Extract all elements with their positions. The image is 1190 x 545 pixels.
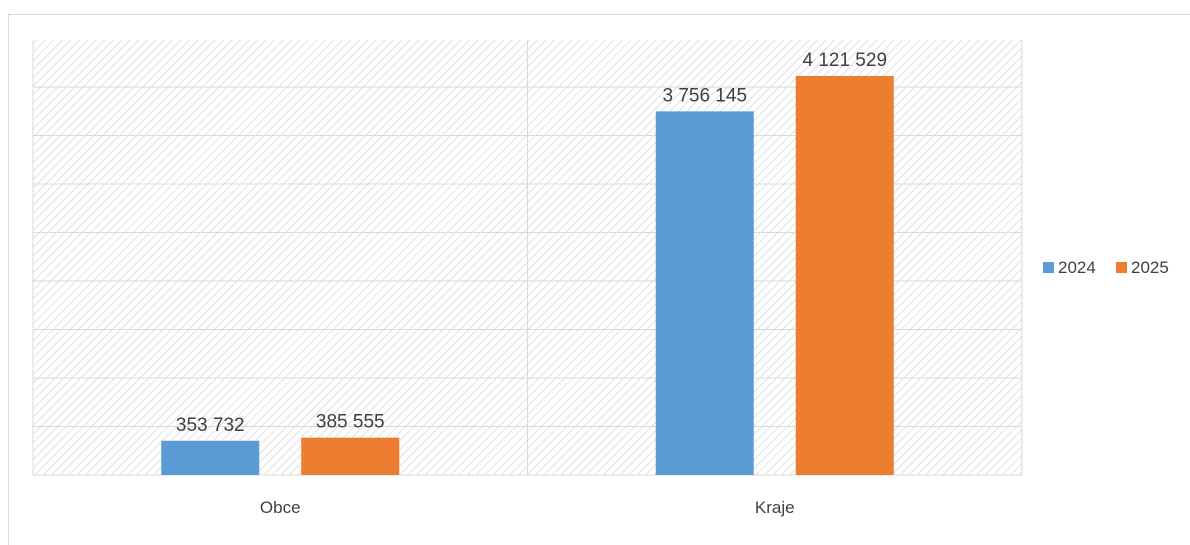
data-label: 4 121 529: [802, 50, 887, 71]
legend: 2024 2025: [1043, 258, 1169, 277]
category-label: Obce: [260, 498, 301, 517]
legend-label: 2025: [1131, 258, 1169, 277]
bars: [161, 76, 894, 475]
category-axis-labels: Obce Kraje: [260, 498, 795, 517]
bar-2024-obce: [161, 440, 260, 475]
data-labels: 353 732 385 555 3 756 145 4 121 529: [176, 50, 887, 436]
bar-2024-kraje: [655, 111, 754, 475]
bar-2025-kraje: [795, 76, 894, 475]
legend-label: 2024: [1058, 258, 1096, 277]
data-label: 385 555: [316, 412, 385, 433]
category-label: Kraje: [755, 498, 795, 517]
data-label: 353 732: [176, 415, 245, 436]
data-label: 3 756 145: [662, 85, 747, 106]
bar-2025-obce: [301, 437, 400, 475]
legend-swatch: [1043, 262, 1054, 273]
legend-swatch: [1116, 262, 1127, 273]
